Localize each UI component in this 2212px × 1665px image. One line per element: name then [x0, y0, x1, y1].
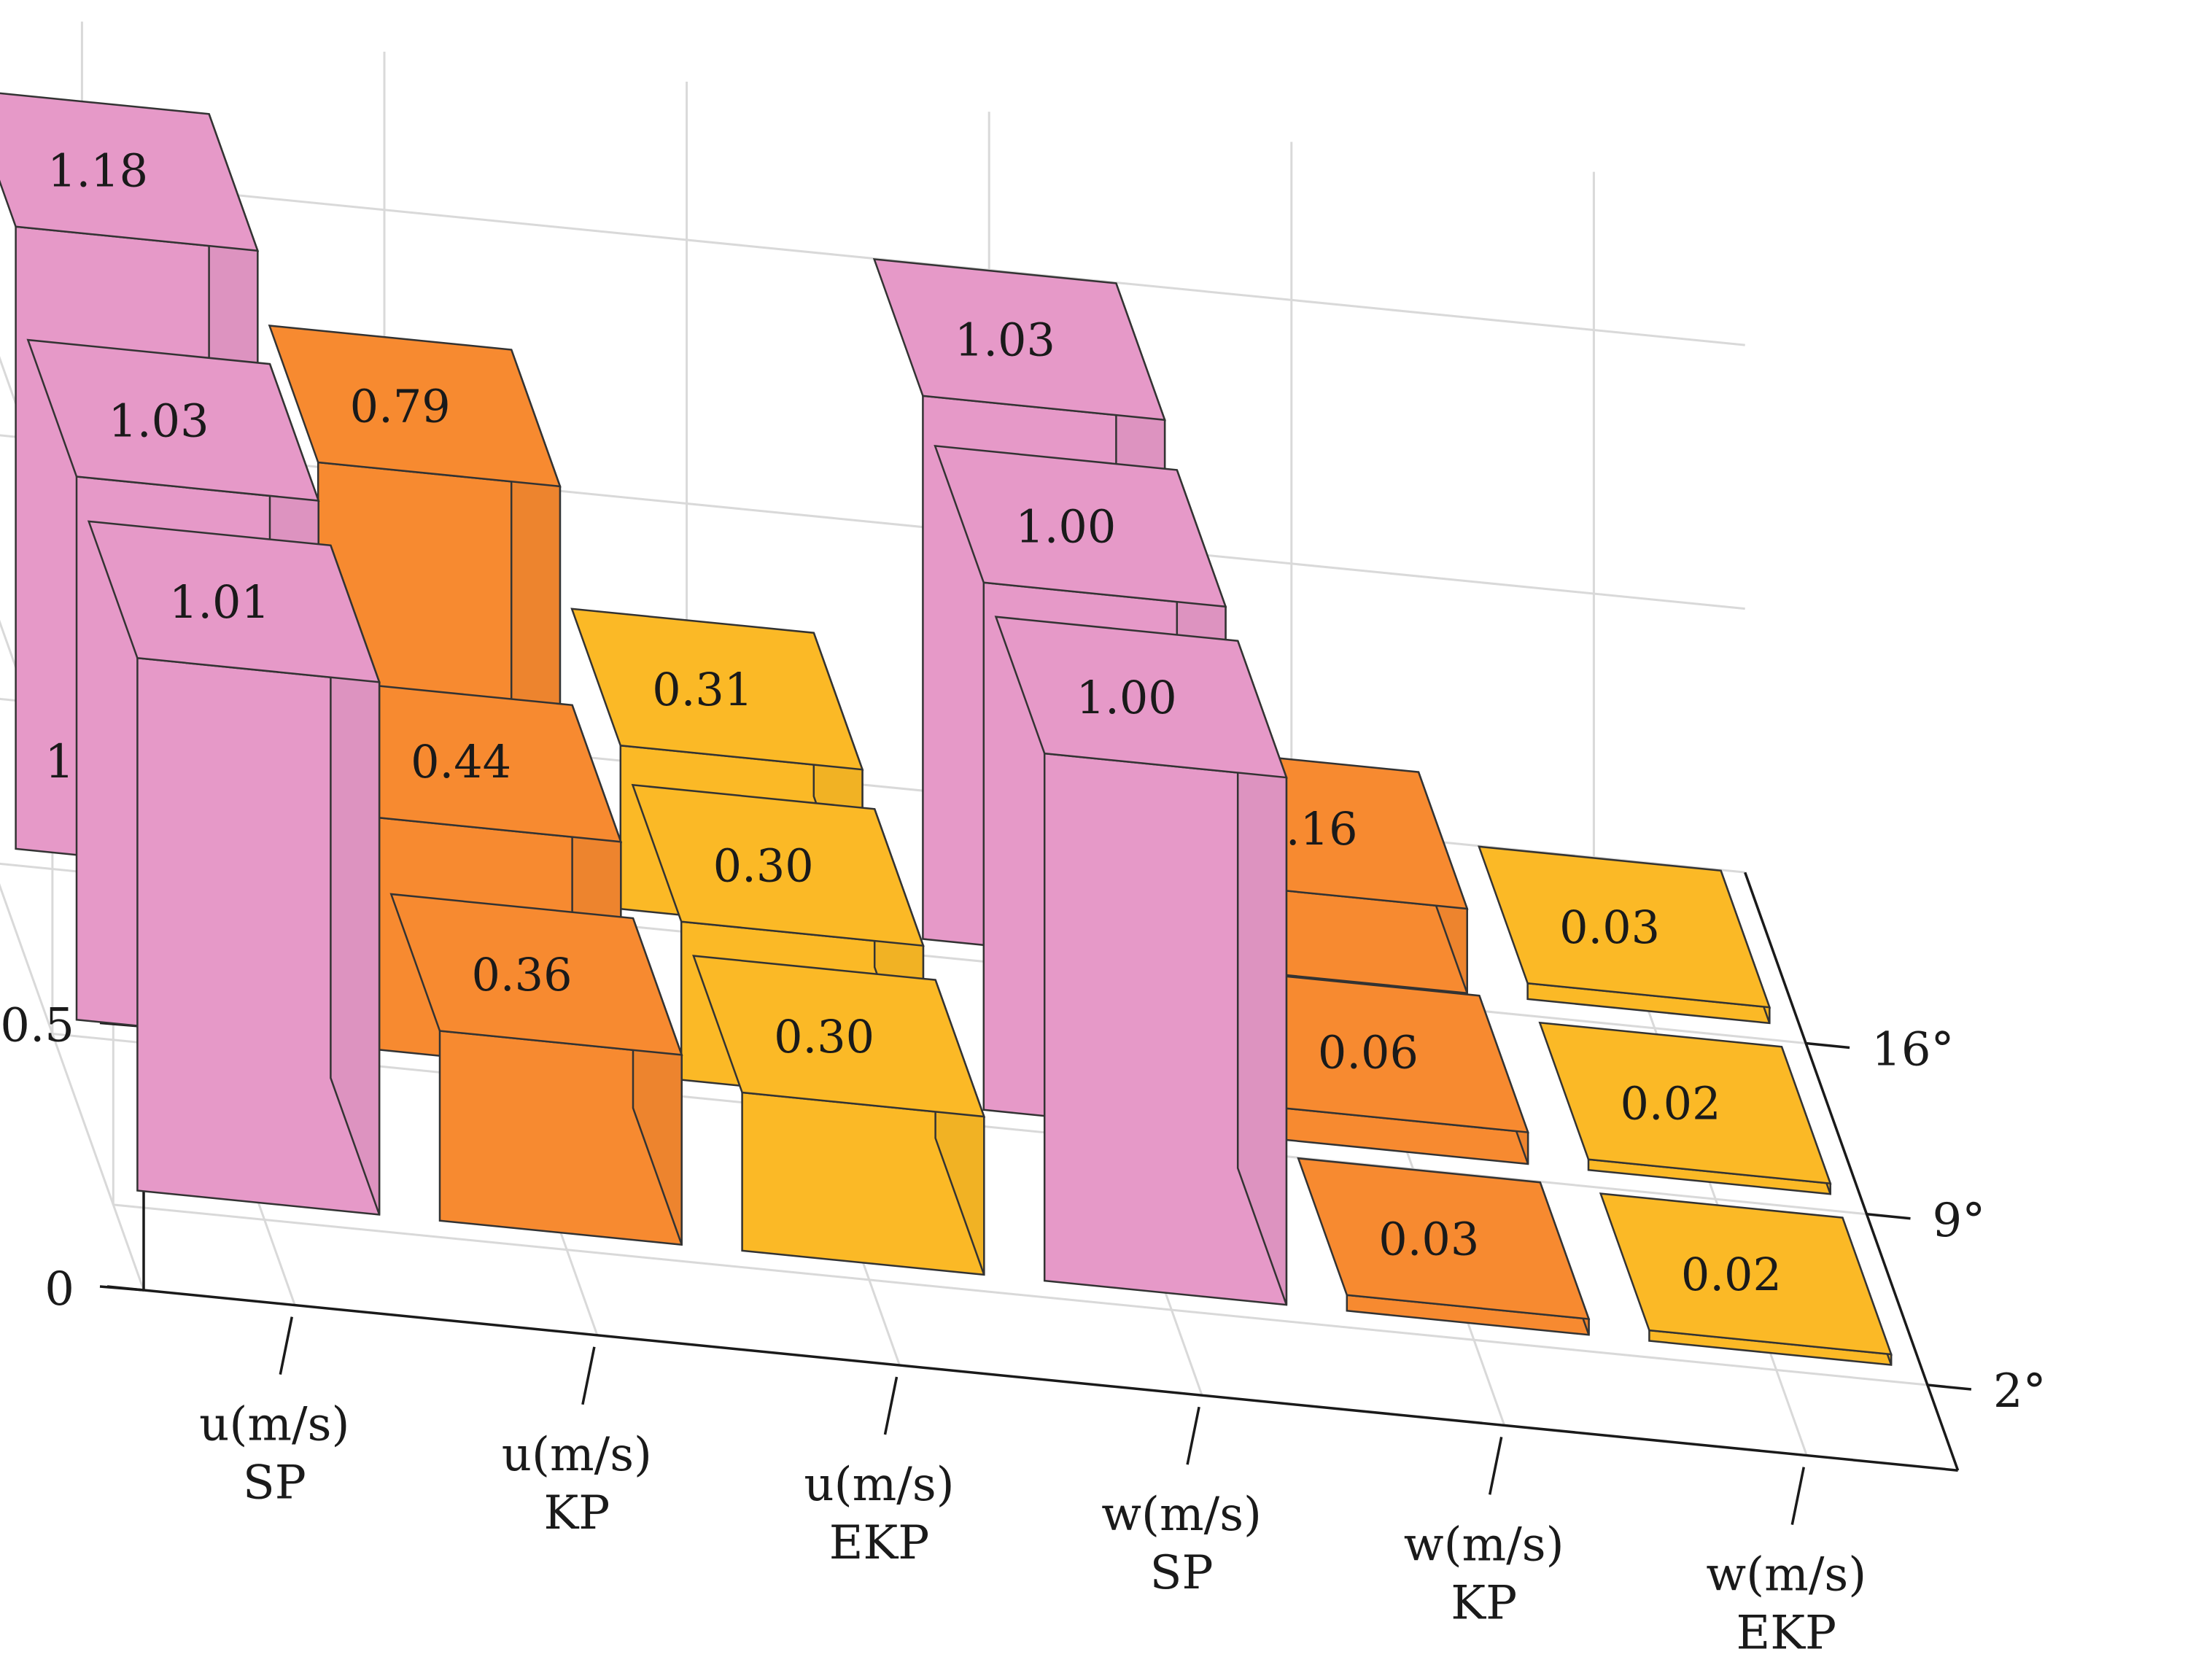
- bar-value-label: 0.79: [350, 380, 451, 433]
- grid-line-left-z: [0, 883, 145, 1291]
- bar-top-face: [268, 325, 562, 488]
- bar-value-label: 1.00: [1015, 500, 1116, 554]
- bar-top-face: [0, 92, 260, 252]
- x-tick: [1186, 1406, 1200, 1465]
- bar-value-label: 1.18: [47, 144, 148, 198]
- bar: 1.01: [87, 520, 381, 1216]
- bar: 0.06: [1235, 970, 1529, 1165]
- x-tick-label-line1: w(m/s): [1706, 1548, 1866, 1602]
- bar-value-label: 0.36: [471, 948, 572, 1001]
- x-tick: [581, 1346, 596, 1405]
- bar-value-label: 0.31: [652, 663, 753, 716]
- bar: 0.03: [1478, 845, 1771, 1025]
- y-tick-label: 9°: [1933, 1194, 1986, 1248]
- x-tick-label-line1: w(m/s): [1404, 1518, 1564, 1572]
- x-tick: [883, 1376, 899, 1435]
- x-tick: [1790, 1467, 1806, 1525]
- y-tick: [1927, 1383, 1972, 1391]
- x-tick-label-line1: u(m/s): [199, 1398, 349, 1452]
- x-axis-line: [106, 1285, 1958, 1472]
- y-tick-label: 16°: [1871, 1022, 1954, 1076]
- bar-value-label: 0.03: [1559, 901, 1660, 954]
- x-tick: [279, 1316, 294, 1375]
- bar: 0.30: [692, 955, 986, 1276]
- bar-value-label: 0.06: [1318, 1025, 1419, 1079]
- bar-top-face: [1297, 1157, 1591, 1321]
- bar-top-face: [570, 608, 864, 771]
- x-tick: [1488, 1437, 1503, 1495]
- x-tick-label-line2: KP: [543, 1486, 610, 1540]
- bar-top-face: [1538, 1021, 1832, 1185]
- bar-value-label: 0.30: [774, 1010, 874, 1063]
- bar-top-face: [934, 444, 1227, 608]
- bars: 1.180.790.311.030.160.031.030.440.301.00…: [0, 92, 1893, 1366]
- x-tick-label-line1: w(m/s): [1101, 1488, 1262, 1542]
- grid-line-floor-y: [113, 1203, 1928, 1386]
- x-tick-label-line2: EKP: [1736, 1607, 1837, 1661]
- bar: 0.02: [1538, 1021, 1832, 1195]
- x-tick-label-line1: u(m/s): [502, 1428, 652, 1482]
- bar-value-label: 0.44: [411, 735, 511, 788]
- bar-top-face: [1478, 845, 1771, 1009]
- x-tick-label-line2: KP: [1451, 1576, 1517, 1630]
- z-tick-label: 0: [44, 1262, 74, 1316]
- x-tick-label-line2: SP: [243, 1456, 306, 1510]
- x-tick-label-line1: u(m/s): [804, 1458, 954, 1512]
- bar-top-face: [631, 783, 925, 947]
- labels: 00.51u(m/s)SPu(m/s)KPu(m/s)EKPw(m/s)SPw(…: [0, 735, 2046, 1661]
- x-tick-label-line2: EKP: [829, 1516, 930, 1570]
- bar-top-face: [1599, 1192, 1893, 1356]
- grid-line-back-z: [0, 170, 1745, 346]
- bar: 0.02: [1599, 1192, 1893, 1366]
- y-tick-label: 2°: [1993, 1365, 2046, 1418]
- bar: 0.36: [389, 893, 683, 1246]
- bar-value-label: 1.03: [108, 394, 209, 447]
- bar-top-face: [389, 893, 683, 1056]
- bar-value-label: 1.01: [169, 575, 270, 629]
- bar-value-label: 0.02: [1620, 1077, 1720, 1130]
- bar-value-label: 0.02: [1681, 1248, 1782, 1301]
- z-tick-label: 1: [44, 735, 74, 789]
- bar-top-face: [87, 520, 381, 683]
- z-tick-label: 0.5: [0, 999, 74, 1053]
- bar-value-label: 1.00: [1076, 671, 1177, 724]
- bar-top-face: [872, 257, 1166, 422]
- y-axis-line: [1744, 872, 1960, 1471]
- bar-value-label: 1.03: [955, 314, 1055, 367]
- x-tick-label-line2: SP: [1150, 1546, 1214, 1600]
- bar-top-face: [26, 338, 320, 502]
- bar-top-face: [692, 955, 986, 1118]
- bar: 0.03: [1297, 1157, 1591, 1336]
- y-tick: [1866, 1213, 1911, 1220]
- bar-top-face: [994, 616, 1288, 779]
- y-tick: [1805, 1041, 1850, 1049]
- bar: 1.00: [994, 616, 1288, 1306]
- bar-value-label: 0.03: [1378, 1212, 1479, 1265]
- bar-value-label: 0.30: [713, 839, 814, 893]
